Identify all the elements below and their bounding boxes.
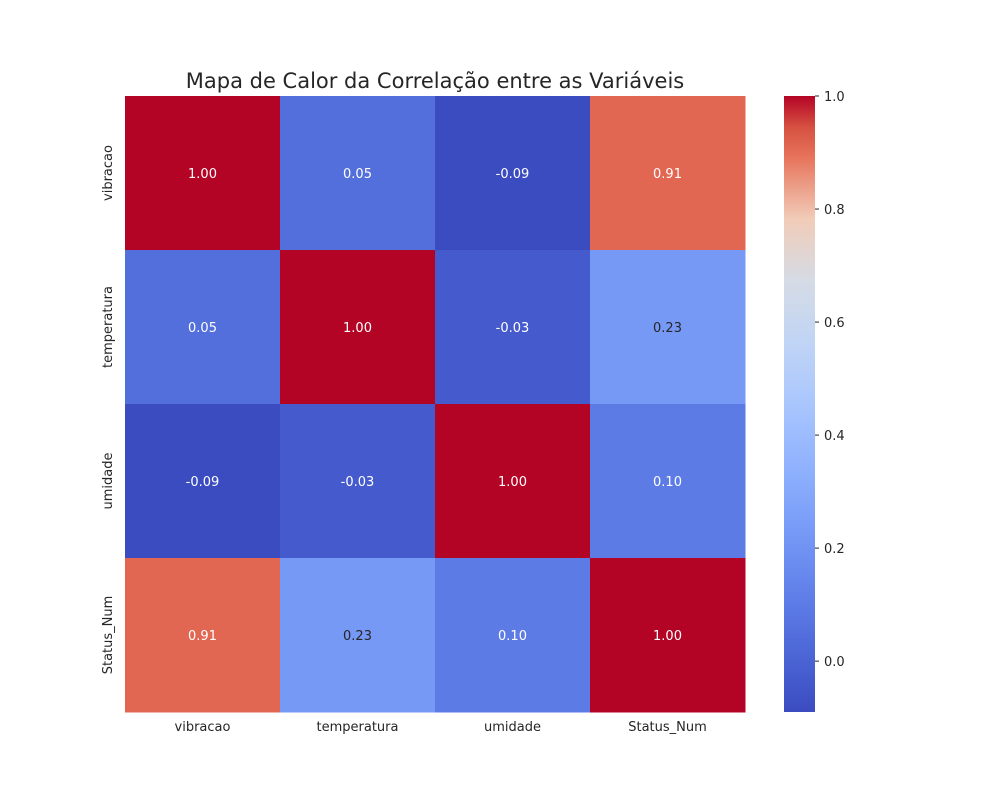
- y-tick-label: umidade: [101, 453, 116, 510]
- heatmap-cell: [590, 558, 746, 713]
- heatmap-cell: [125, 558, 281, 713]
- heatmap-cell: [590, 404, 746, 559]
- cell-value-label: 0.23: [343, 629, 372, 644]
- heatmap-cell: [435, 250, 591, 405]
- colorbar-ticks: 0.0 0.2 0.4 0.6 0.8 1.0: [815, 90, 845, 670]
- cell-value-label: 1.00: [188, 167, 217, 182]
- chart-title: Mapa de Calor da Correlação entre as Var…: [186, 69, 684, 93]
- cell-value-label: 1.00: [343, 321, 372, 336]
- y-tick-label: vibracao: [101, 145, 116, 201]
- heatmap-cell: [590, 250, 746, 405]
- cell-value-label: 0.91: [188, 629, 217, 644]
- heatmap-cell: [125, 250, 281, 405]
- colorbar-tick-label: 0.0: [824, 655, 845, 670]
- heatmap-cell: [435, 558, 591, 713]
- colorbar-tick-label: 1.0: [824, 90, 845, 105]
- x-tick-label: temperatura: [317, 720, 399, 735]
- heatmap-cell: [280, 558, 436, 713]
- colorbar-tick-label: 0.4: [824, 429, 845, 444]
- cell-value-label: 0.05: [188, 321, 217, 336]
- heatmap-cell: [280, 250, 436, 405]
- colorbar-tick-label: 0.6: [824, 316, 845, 331]
- y-axis-ticks: vibracao temperatura umidade Status_Num: [101, 145, 116, 674]
- y-tick-label: temperatura: [101, 286, 116, 368]
- colorbar-gradient: [784, 96, 815, 712]
- colorbar: 0.0 0.2 0.4 0.6 0.8 1.0: [784, 90, 845, 712]
- heatmap-cell: [435, 404, 591, 559]
- cell-value-label: -0.03: [496, 321, 530, 336]
- cell-value-label: 0.10: [653, 475, 682, 490]
- y-tick-label: Status_Num: [101, 596, 116, 675]
- cell-value-label: 0.91: [653, 167, 682, 182]
- colorbar-tick-label: 0.8: [824, 203, 845, 218]
- x-tick-label: vibracao: [175, 720, 231, 735]
- cell-value-label: 1.00: [498, 475, 527, 490]
- heatmap-cells: 1.00 0.05 -0.09 0.91 0.05 1.00 -0.03 0.23 -0.09 -…: [125, 96, 746, 713]
- colorbar-tick-label: 0.2: [824, 542, 845, 557]
- cell-value-label: 0.05: [343, 167, 372, 182]
- heatmap-cell: [125, 96, 281, 251]
- heatmap-cell: [125, 404, 281, 559]
- cell-value-label: 0.23: [653, 321, 682, 336]
- x-tick-label: Status_Num: [628, 720, 707, 735]
- heatmap-cell: [435, 96, 591, 251]
- heatmap-cell: [590, 96, 746, 251]
- cell-value-label: -0.09: [496, 167, 530, 182]
- x-tick-label: umidade: [484, 720, 541, 735]
- cell-value-label: 0.10: [498, 629, 527, 644]
- cell-value-label: 1.00: [653, 629, 682, 644]
- heatmap-cell: [280, 96, 436, 251]
- heatmap-cell: [280, 404, 436, 559]
- cell-value-label: -0.03: [341, 475, 375, 490]
- x-axis-ticks: vibracao temperatura umidade Status_Num: [175, 720, 707, 735]
- cell-value-label: -0.09: [186, 475, 220, 490]
